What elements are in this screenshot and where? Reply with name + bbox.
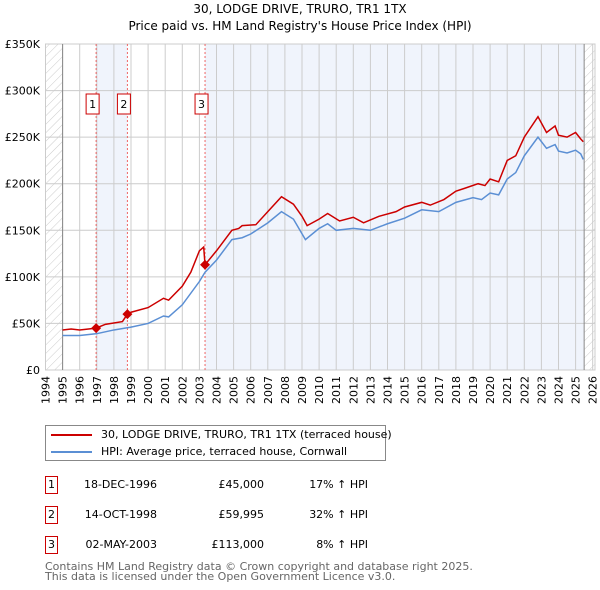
x-tick-label: 2026 [587,376,600,404]
sale-marker-number: 1 [89,98,96,111]
x-tick-label: 2020 [484,376,497,404]
sale-number-badge: 3 [45,536,58,554]
footer-line2: This data is licensed under the Open Gov… [45,570,396,583]
x-tick-label: 2008 [279,376,292,404]
pre-data-hatch [45,44,63,370]
sale-hpi-diff: 17% ↑ HPI [309,478,368,491]
series-line [62,135,584,337]
sale-point [200,259,211,270]
series-line [62,115,584,331]
x-tick-label: 2013 [364,376,377,404]
x-tick-label: 2018 [450,376,463,404]
sale-number-badge: 1 [45,476,58,494]
sale-hpi-diff: 8% ↑ HPI [316,538,368,551]
sale-marker-box [194,93,209,115]
sale-date: 02-MAY-2003 [85,538,157,551]
x-tick-label: 1998 [108,376,121,404]
x-tick-label: 2022 [518,376,531,404]
ownership-shade-2 [205,44,585,370]
legend-blue-label: HPI: Average price, terraced house, Corn… [101,445,348,458]
x-tick-label: 2001 [159,376,172,404]
x-tick-label: 2024 [553,376,566,404]
x-tick-label: 1999 [125,376,138,404]
chart-title: 30, LODGE DRIVE, TRURO, TR1 1TX [193,2,406,16]
sale-price: £113,000 [211,538,265,551]
x-tick-label: 2005 [228,376,241,404]
sale-point [91,323,102,334]
x-tick-label: 2010 [313,376,326,404]
post-data-hatch [584,44,595,370]
x-tick-label: 2017 [433,376,446,404]
sale-price: £45,000 [218,478,265,491]
sale-date: 18-DEC-1996 [83,478,157,491]
x-tick-label: 2016 [416,376,429,404]
x-tick-label: 1994 [40,376,53,404]
x-tick-label: 2021 [501,376,514,404]
x-tick-label: 1996 [74,376,87,404]
x-tick-label: 2025 [570,376,583,404]
x-tick-label: 1997 [91,376,104,404]
legend-red-label: 30, LODGE DRIVE, TRURO, TR1 1TX (terrace… [101,428,392,441]
sale-price: £59,995 [218,508,265,521]
sale-marker-box [85,93,100,115]
y-tick-label: £300K [5,85,41,98]
x-tick-label: 2006 [245,376,258,404]
y-tick-label: £250K [5,131,41,144]
legend: 30, LODGE DRIVE, TRURO, TR1 1TX (terrace… [45,425,392,461]
sale-point [122,309,133,320]
x-tick-label: 2003 [193,376,206,404]
y-tick-label: £0 [26,364,40,377]
sale-hpi-diff: 32% ↑ HPI [309,508,368,521]
y-tick-label: £150K [5,224,41,237]
x-tick-label: 2004 [211,376,224,404]
y-tick-label: £350K [5,38,41,51]
x-tick-label: 2009 [296,376,309,404]
price-chart: 30, LODGE DRIVE, TRURO, TR1 1TX Price pa… [5,2,600,404]
x-tick-label: 2000 [142,376,155,404]
x-tick-label: 2012 [347,376,360,404]
legend-red-swatch [51,434,92,436]
sale-marker-number: 3 [198,98,205,111]
sale-number-badge: 2 [45,506,58,524]
y-tick-label: £50K [12,317,41,330]
y-tick-label: £200K [5,178,41,191]
chart-subtitle: Price paid vs. HM Land Registry's House … [128,19,471,33]
x-tick-label: 2002 [176,376,189,404]
x-tick-label: 2019 [467,376,480,404]
x-tick-label: 2011 [330,376,343,404]
sale-marker-box [116,93,131,115]
x-tick-label: 2014 [382,376,395,404]
sale-date: 14-OCT-1998 [84,508,157,521]
legend-blue-swatch [51,451,92,453]
x-tick-label: 1995 [57,376,70,404]
x-tick-label: 2015 [399,376,412,404]
footer-line1: Contains HM Land Registry data © Crown c… [45,560,473,573]
x-tick-label: 2007 [262,376,275,404]
x-tick-label: 2023 [535,376,548,404]
y-tick-label: £100K [5,271,41,284]
sale-marker-number: 2 [120,98,127,111]
